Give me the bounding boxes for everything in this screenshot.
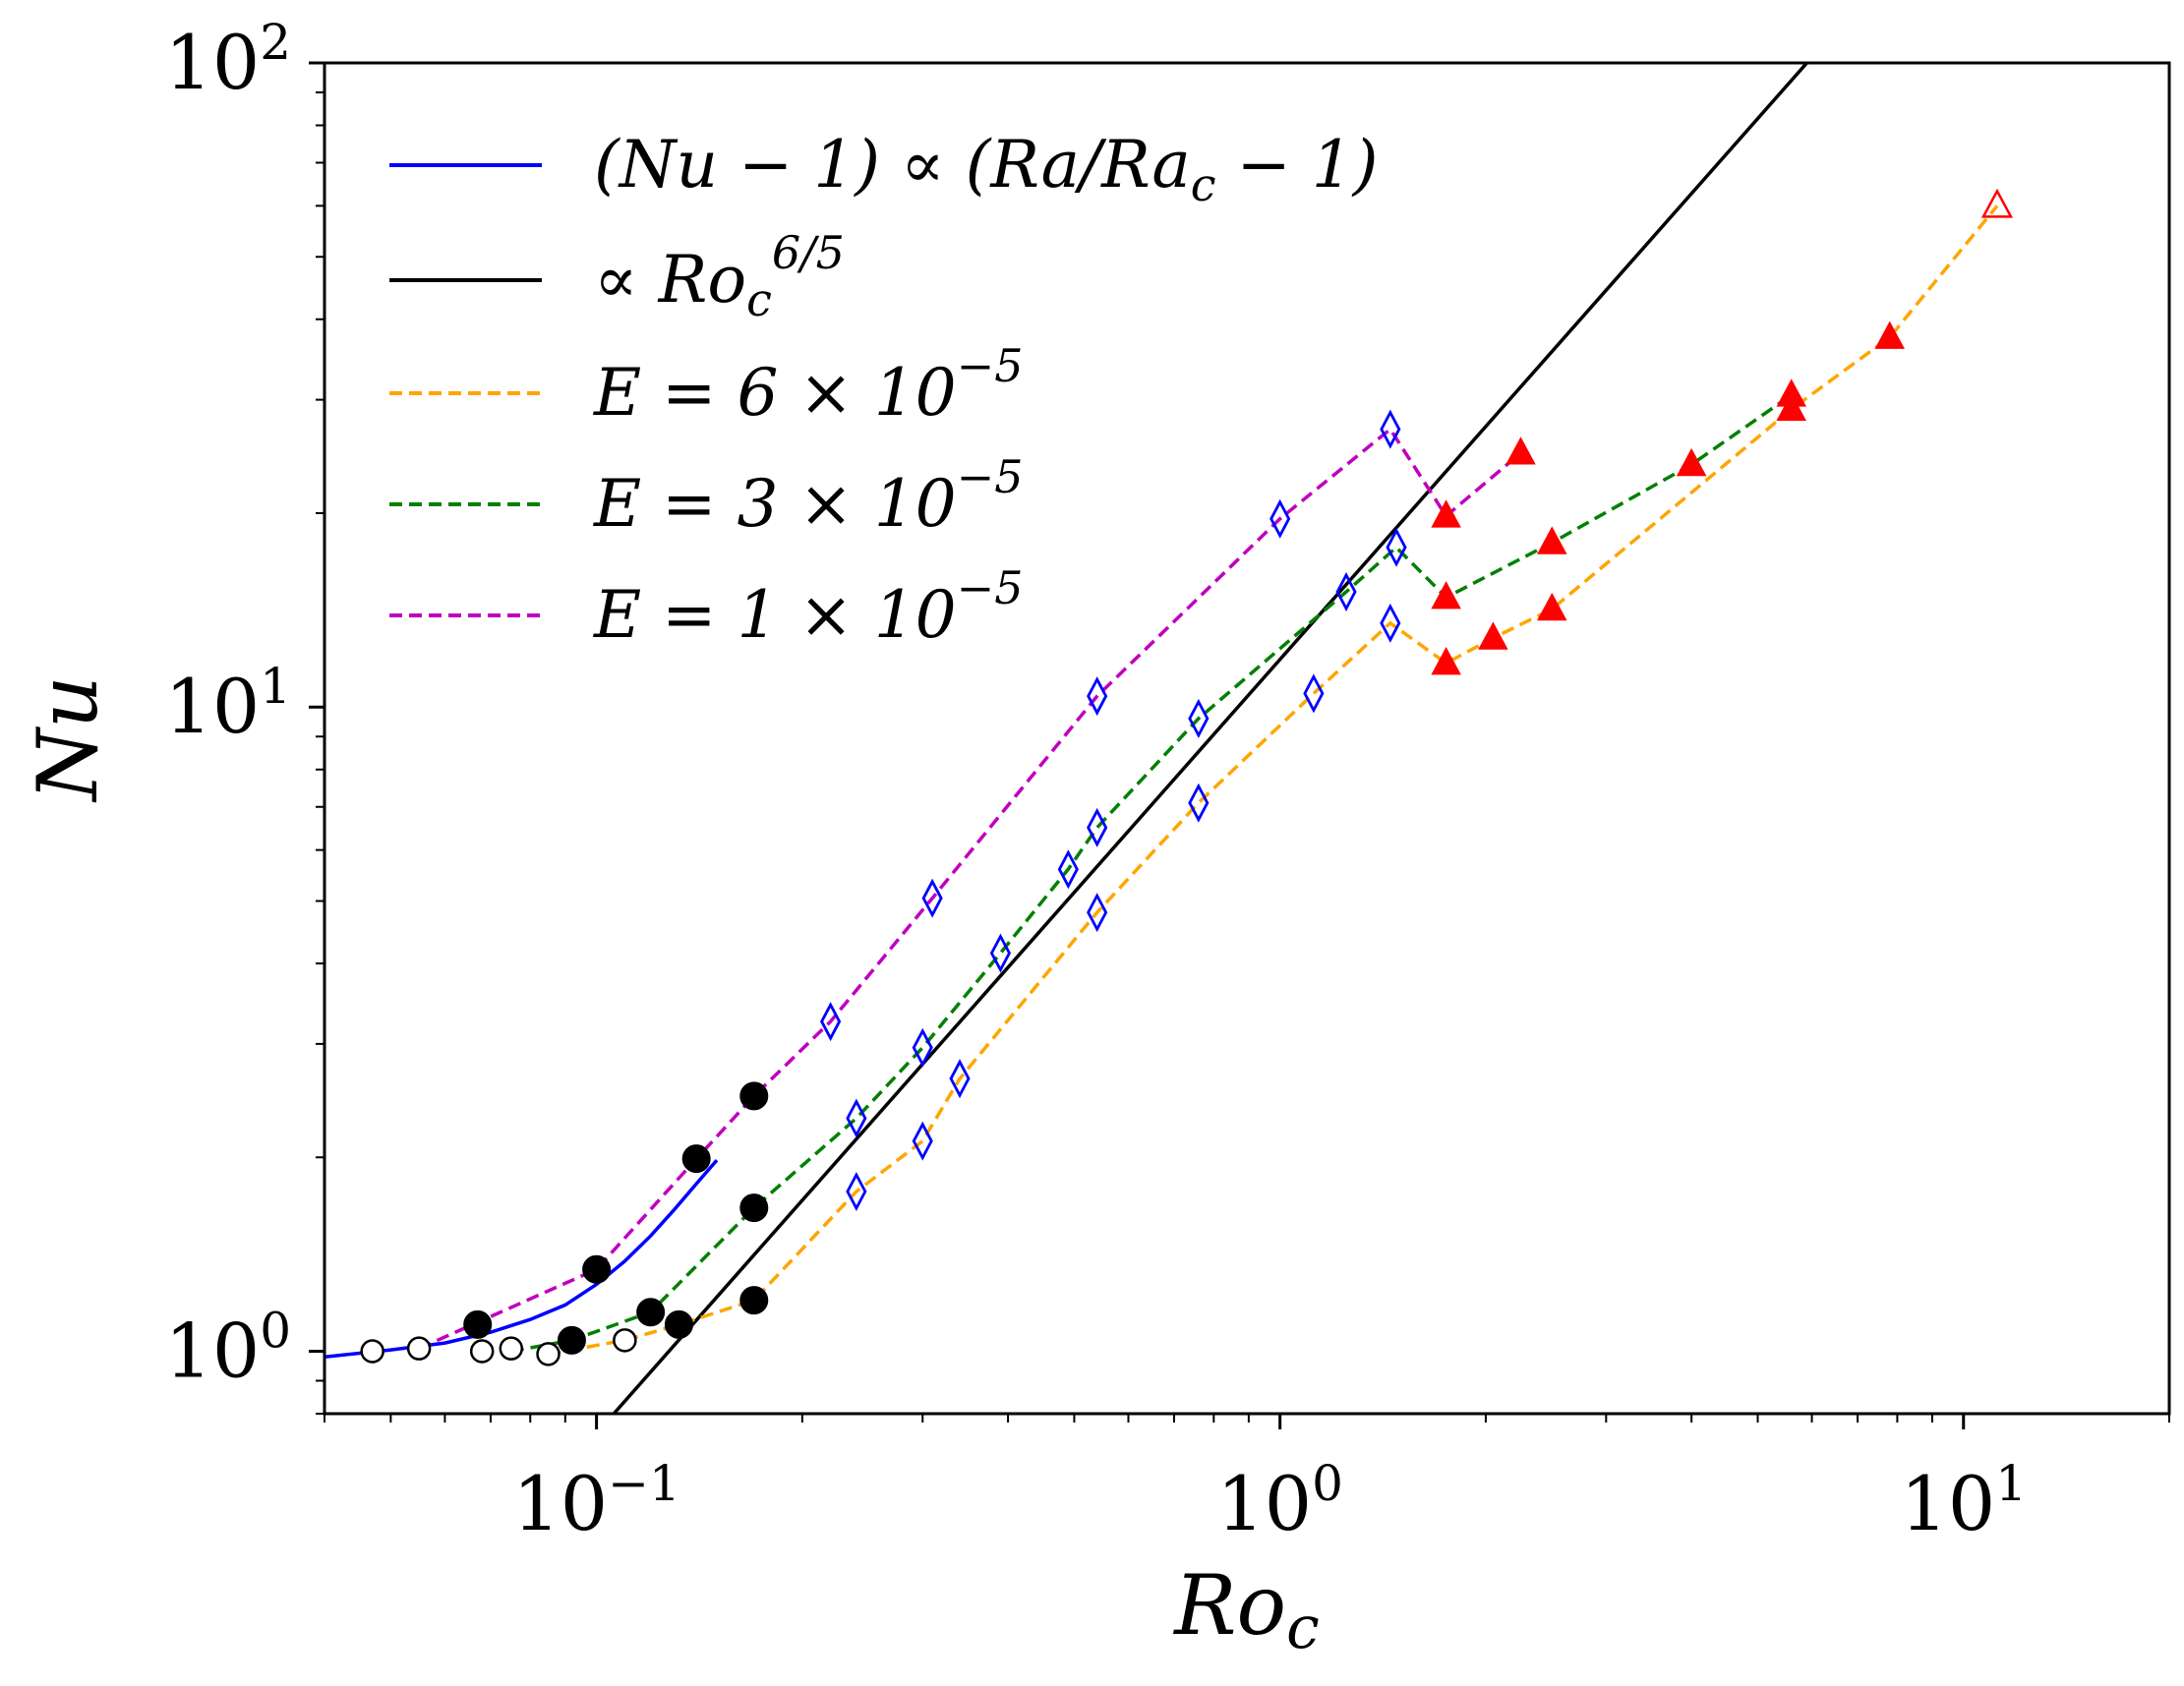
x-axis-label: Roc <box>1172 1557 1319 1662</box>
open-circle-marker <box>360 1339 384 1364</box>
open-diamond-marker <box>1380 409 1401 449</box>
open-circle-marker <box>469 1339 495 1364</box>
open-diamond-marker <box>1386 527 1407 567</box>
y-tick-label: 100 <box>164 1302 291 1394</box>
legend-label: E = 1 × 10−5 <box>593 561 1023 653</box>
legend-label: (Nu − 1) ∝ (Ra/Rac − 1) <box>594 127 1379 211</box>
open-diamond-marker <box>1057 849 1079 890</box>
open-diamond-marker <box>912 1121 933 1161</box>
open-diamond-marker <box>989 933 1012 973</box>
open-diamond-marker <box>1087 676 1108 717</box>
y-tick-label: 102 <box>164 14 291 106</box>
filled-circle-marker <box>739 1193 769 1223</box>
open-diamond-marker <box>1303 673 1325 714</box>
y-axis-label: Nu <box>20 675 116 803</box>
open-diamond-marker <box>921 878 943 918</box>
x-tick-label: 10−1 <box>512 1455 679 1547</box>
open-triangle-marker <box>1980 188 2014 218</box>
series-line-1 <box>325 1158 719 1359</box>
filled-circle-marker <box>582 1254 612 1284</box>
series-line-2 <box>612 63 1808 1414</box>
filled-circle-marker <box>681 1144 711 1174</box>
open-diamond-marker <box>1188 698 1210 738</box>
filled-triangle-marker <box>1478 621 1508 650</box>
filled-triangle-marker <box>1431 581 1461 610</box>
x-tick-label: 101 <box>1900 1455 2027 1547</box>
series-line-5 <box>418 427 1522 1351</box>
open-circle-marker <box>536 1342 561 1366</box>
legend-entry-3: E = 6 × 10−5 <box>389 339 1023 431</box>
open-diamond-marker <box>846 1172 867 1212</box>
y-tick-label: 101 <box>164 658 291 750</box>
legend: (Nu − 1) ∝ (Ra/Rac − 1) ∝ Roc6/5 E = 6 × 1… <box>389 127 1379 653</box>
open-circle-marker <box>613 1328 637 1353</box>
open-diamond-marker <box>1188 783 1210 823</box>
marker-layer <box>360 188 2014 1366</box>
filled-triangle-marker <box>1537 526 1567 554</box>
open-diamond-marker <box>1380 603 1401 643</box>
filled-triangle-marker <box>1537 592 1567 621</box>
filled-triangle-marker <box>1505 436 1536 465</box>
legend-entry-4: E = 3 × 10−5 <box>389 450 1023 542</box>
plot-frame <box>323 61 2171 1416</box>
tick-layer <box>309 61 2170 1429</box>
filled-circle-marker <box>739 1286 769 1315</box>
open-diamond-marker <box>1087 807 1108 847</box>
series-line-3 <box>548 204 1999 1357</box>
legend-entry-2: ∝ Roc6/5 <box>389 226 845 326</box>
filled-triangle-marker <box>1431 646 1461 675</box>
open-diamond-marker <box>1335 571 1357 611</box>
filled-triangle-marker <box>1776 392 1806 422</box>
open-diamond-marker <box>820 1002 842 1042</box>
filled-triangle-marker <box>1431 499 1461 528</box>
open-diamond-marker <box>1269 498 1291 539</box>
legend-label: ∝ Roc6/5 <box>594 226 845 326</box>
series-layer <box>325 63 1999 1414</box>
filled-circle-marker <box>739 1081 769 1111</box>
legend-entry-5: E = 1 × 10−5 <box>389 561 1023 653</box>
filled-circle-marker <box>557 1325 586 1355</box>
tick-label-layer: 10−1 100 101 100 101 102 <box>164 14 2027 1547</box>
filled-circle-marker <box>664 1309 693 1339</box>
open-circle-marker <box>406 1336 432 1361</box>
open-diamond-marker <box>912 1027 933 1068</box>
filled-triangle-marker <box>1874 320 1906 349</box>
filled-circle-marker <box>463 1309 493 1339</box>
filled-triangle-marker <box>1676 447 1707 477</box>
open-diamond-marker <box>846 1098 867 1138</box>
legend-entry-1: (Nu − 1) ∝ (Ra/Rac − 1) <box>389 127 1379 211</box>
open-circle-marker <box>499 1336 524 1361</box>
open-diamond-marker <box>949 1059 971 1099</box>
series-line-4 <box>510 393 1793 1354</box>
x-tick-label: 100 <box>1216 1455 1343 1547</box>
legend-label: E = 3 × 10−5 <box>593 450 1023 542</box>
filled-circle-marker <box>636 1298 666 1327</box>
open-diamond-marker <box>1087 893 1108 933</box>
legend-label: E = 6 × 10−5 <box>593 339 1023 431</box>
